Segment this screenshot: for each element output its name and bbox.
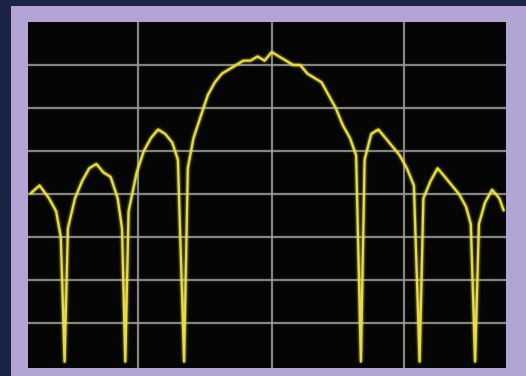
spectrum-display: [0, 0, 526, 376]
page: {"chart_data": {"type": "line", "color":…: [0, 0, 526, 376]
